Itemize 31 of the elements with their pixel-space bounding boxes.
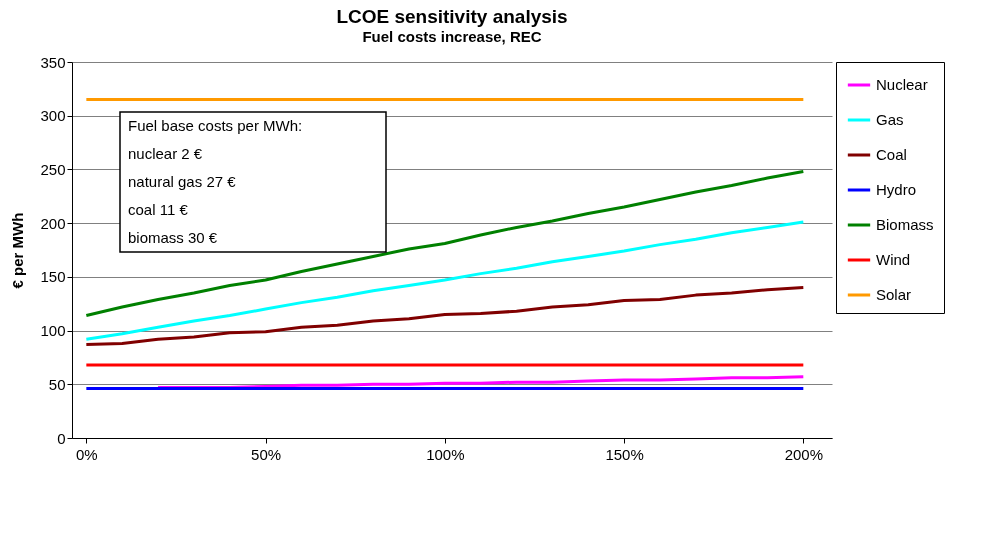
legend-label: Solar [876, 286, 912, 303]
y-tick-label: 50 [48, 375, 66, 393]
y-tick-label: 0 [57, 429, 66, 447]
chart-subtitle: Fuel costs increase, REC [362, 28, 542, 45]
y-tick-label: 150 [40, 268, 66, 286]
annotation: biomass 30 € [128, 229, 218, 246]
x-tick-label: 50% [251, 445, 282, 463]
annotation: coal 11 € [128, 201, 189, 218]
x-tick-label: 150% [605, 445, 644, 463]
legend-label: Wind [876, 251, 911, 268]
chart-title: LCOE sensitivity analysis [336, 6, 568, 27]
y-tick-label: 250 [40, 160, 66, 178]
legend-label: Gas [876, 111, 904, 128]
y-tick-label: 350 [40, 53, 66, 71]
line-series [84, 220, 805, 341]
legend-label: Hydro [876, 181, 917, 198]
line-series [84, 170, 805, 318]
annotation: natural gas 27 € [128, 173, 237, 190]
annotation: nuclear 2 € [128, 145, 203, 162]
y-axis-title: € per MWh [9, 212, 27, 289]
legend-label: Nuclear [876, 76, 928, 93]
legend-label: Biomass [876, 216, 934, 233]
x-tick-label: 200% [784, 445, 824, 463]
line-series [84, 286, 805, 347]
legend-label: Coal [876, 146, 907, 163]
y-tick-label: 200 [40, 214, 66, 232]
annotation: Fuel base costs per MWh: [128, 117, 303, 134]
x-tick-label: 0% [76, 445, 98, 463]
x-tick-label: 100% [426, 445, 465, 463]
y-tick-label: 100 [40, 322, 66, 340]
y-tick-label: 300 [40, 107, 66, 125]
